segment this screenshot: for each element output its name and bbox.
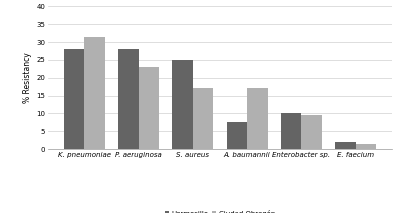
Bar	[172, 60, 193, 149]
Bar	[356, 144, 376, 149]
Bar	[226, 122, 247, 149]
Bar	[84, 37, 105, 149]
Y-axis label: % Resistancy: % Resistancy	[23, 52, 32, 103]
Legend: Hermosillo, Ciudad Obregón: Hermosillo, Ciudad Obregón	[162, 207, 278, 213]
Bar	[335, 142, 356, 149]
Bar	[247, 88, 268, 149]
Bar	[118, 49, 138, 149]
Bar	[193, 88, 214, 149]
Bar	[138, 67, 159, 149]
Bar	[281, 113, 302, 149]
Bar	[64, 49, 84, 149]
Bar	[302, 115, 322, 149]
